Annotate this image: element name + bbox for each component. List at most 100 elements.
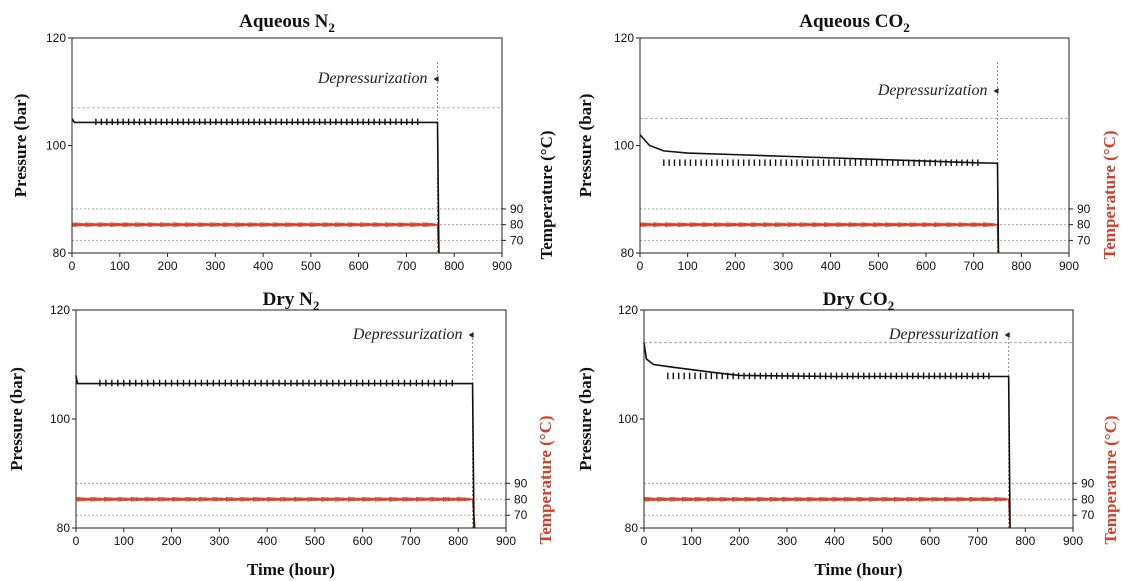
x-tick-label: 700 [400, 534, 420, 548]
y-tick-label: 80 [53, 246, 67, 260]
y-tick-label: 80 [625, 521, 639, 535]
arrow-icon [468, 332, 474, 338]
chart-svg: 0 100 200 300 400 500 600 700 800 900801001207080… [11, 11, 556, 273]
chart-title-subscript: 2 [313, 298, 320, 313]
chart-dry-n2: 0 100 200 300 400 500 600 700 800 900 80 100 120 70 80… [0, 290, 565, 581]
x-tick-label: 500 [305, 534, 325, 548]
x-tick-label: 300 [209, 534, 229, 548]
y-axis-label: Pressure (bar) [576, 94, 595, 198]
chart-aqueous-n2: 0 100 200 300 400 500 600 700 800 900 80 100 120 70 80… [0, 0, 565, 290]
x-tick-label: 800 [448, 534, 468, 548]
chart-aqueous-co2: 0 100 200 300 400 500 600 700 800 900 80 100 120 70 80… [565, 0, 1129, 290]
y2-tick-label: 80 [510, 218, 524, 232]
y2-tick-label: 90 [510, 202, 524, 216]
chart-svg: 0 100 200 300 400 500 600 700 800 900801001207080… [576, 11, 1119, 273]
depressurization-label: Depressurization [317, 70, 428, 87]
x-tick-label: 900 [496, 534, 516, 548]
x-tick-label: 600 [920, 534, 940, 548]
temperature-line [72, 223, 440, 254]
y2-tick-label: 90 [1081, 476, 1095, 490]
chart-title-main: Dry CO [823, 290, 888, 310]
arrow-icon [993, 88, 999, 94]
x-tick-label: 900 [492, 259, 512, 273]
y2-tick-label: 80 [1081, 492, 1095, 506]
y-tick-label: 120 [46, 31, 66, 45]
plot-frame [639, 37, 1070, 254]
y2-tick-label: 90 [1077, 202, 1091, 216]
y2-axis-label: Temperature (°C) [537, 130, 556, 259]
x-tick-label: 200 [729, 534, 749, 548]
x-axis-label: Time (hour) [815, 560, 903, 579]
y-tick-label: 100 [618, 412, 638, 426]
x-tick-label: 200 [158, 259, 178, 273]
pressure-line [643, 342, 1011, 529]
x-tick-label: 900 [1059, 259, 1079, 273]
chart-title-main: Aqueous N [239, 11, 328, 32]
depressurization-label: Depressurization [888, 326, 999, 343]
x-tick-label: 400 [825, 534, 845, 548]
pressure-line [639, 134, 1000, 254]
x-tick-label: 400 [257, 534, 277, 548]
x-tick-label: 600 [349, 259, 369, 273]
x-tick-label: 800 [1011, 259, 1031, 273]
x-tick-label: 0 [73, 534, 80, 548]
y-tick-label: 100 [46, 139, 66, 153]
x-tick-label: 100 [114, 534, 134, 548]
y-tick-label: 120 [618, 303, 638, 317]
chart-title: Dry N2 [263, 290, 320, 313]
y2-tick-label: 70 [1081, 508, 1095, 522]
x-tick-label: 100 [678, 259, 698, 273]
x-tick-label: 0 [641, 534, 648, 548]
x-tick-label: 500 [872, 534, 892, 548]
y-tick-label: 80 [621, 246, 635, 260]
y-axis-label: Pressure (bar) [7, 367, 26, 471]
x-tick-label: 800 [444, 259, 464, 273]
x-tick-label: 700 [396, 259, 416, 273]
y-axis-label: Pressure (bar) [576, 367, 595, 471]
y-tick-label: 120 [50, 303, 70, 317]
y2-axis-label: Temperature (°C) [1100, 130, 1119, 259]
temperature-line [76, 498, 476, 529]
x-tick-label: 300 [773, 259, 793, 273]
x-tick-label: 200 [725, 259, 745, 273]
chart-title-subscript: 2 [903, 20, 910, 35]
x-tick-label: 0 [69, 259, 76, 273]
y2-tick-label: 70 [1077, 233, 1091, 247]
chart-title-main: Dry N [263, 290, 313, 310]
y-axis-label: Pressure (bar) [11, 94, 30, 198]
x-tick-label: 300 [205, 259, 225, 273]
x-tick-label: 800 [1015, 534, 1035, 548]
x-tick-label: 300 [777, 534, 797, 548]
y-tick-label: 100 [614, 139, 634, 153]
x-tick-label: 900 [1063, 534, 1083, 548]
depressurization-label: Depressurization [877, 82, 988, 99]
y2-tick-label: 70 [514, 508, 528, 522]
temperature-line [640, 223, 1000, 254]
chart-title-subscript: 2 [888, 298, 895, 313]
temperature-line [644, 498, 1011, 529]
y-tick-label: 80 [57, 521, 71, 535]
pressure-line [75, 375, 475, 529]
chart-title-main: Aqueous CO [799, 11, 903, 32]
y2-tick-label: 80 [514, 492, 528, 506]
arrow-icon [433, 76, 439, 82]
y-tick-label: 120 [614, 31, 634, 45]
x-tick-label: 400 [821, 259, 841, 273]
x-tick-label: 500 [301, 259, 321, 273]
y2-tick-label: 90 [514, 476, 528, 490]
chart-svg: 0 100 200 300 400 500 600 700 800 900801001207080… [7, 290, 555, 579]
chart-title: Aqueous CO2 [799, 11, 910, 35]
chart-svg: 0 100 200 300 400 500 600 700 800 900 80 100 120 70 80… [576, 290, 1120, 579]
chart-dry-co2: 0 100 200 300 400 500 600 700 800 900 80 100 120 70 80… [565, 290, 1129, 581]
chart-title: Dry CO2 [823, 290, 894, 313]
y-tick-label: 100 [50, 412, 70, 426]
x-tick-label: 700 [968, 534, 988, 548]
x-tick-label: 100 [110, 259, 130, 273]
x-axis-label: Time (hour) [247, 560, 335, 579]
y2-tick-label: 70 [510, 233, 524, 247]
chart-title-subscript: 2 [328, 20, 335, 35]
chart-title: Aqueous N2 [239, 11, 335, 35]
x-tick-label: 200 [162, 534, 182, 548]
x-tick-label: 500 [868, 259, 888, 273]
x-tick-label: 100 [682, 534, 702, 548]
